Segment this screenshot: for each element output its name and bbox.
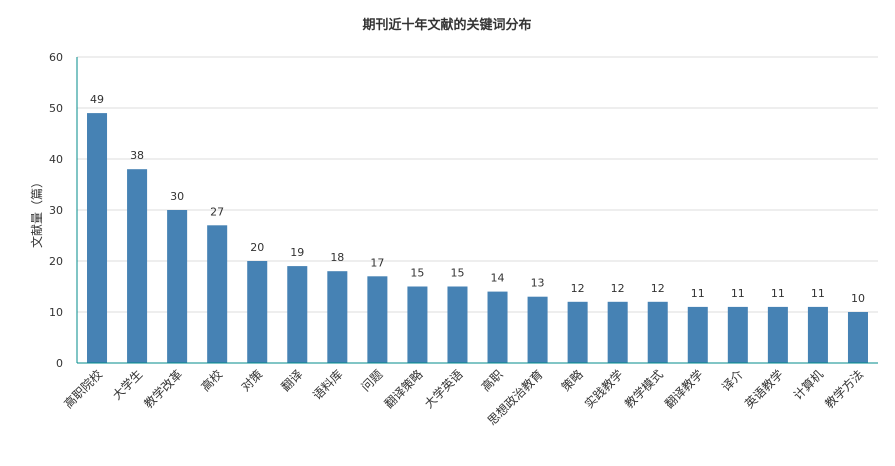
bar-value-label: 11 — [731, 287, 745, 300]
bar — [247, 261, 268, 363]
bar-value-label: 27 — [210, 205, 224, 218]
x-tick-label: 大学英语 — [421, 367, 466, 412]
bar-value-label: 15 — [450, 267, 464, 280]
x-tick-label: 教学模式 — [621, 367, 666, 412]
gridlines — [77, 56, 878, 313]
x-tick-label: 对策 — [238, 367, 265, 394]
bar — [127, 169, 148, 363]
bar-value-label: 17 — [370, 256, 384, 269]
bar — [647, 301, 668, 363]
x-tick-label: 翻译 — [279, 367, 306, 394]
y-tick-label: 60 — [49, 51, 63, 64]
bar — [327, 271, 348, 363]
bar — [767, 306, 788, 363]
bar-value-label: 20 — [250, 241, 264, 254]
bar — [687, 306, 708, 363]
bar-value-label: 14 — [491, 272, 505, 285]
y-tick-label: 30 — [49, 204, 63, 217]
bar — [447, 286, 468, 363]
bar-value-label: 11 — [691, 287, 705, 300]
y-tick-label: 50 — [49, 102, 63, 115]
bar-value-label: 30 — [170, 190, 184, 203]
bar — [567, 301, 588, 363]
bar-value-label: 11 — [771, 287, 785, 300]
bar — [727, 306, 748, 363]
y-tick-label: 20 — [49, 255, 63, 268]
bar-value-label: 38 — [130, 149, 144, 162]
bar — [287, 266, 308, 363]
x-tick-label: 译介 — [719, 367, 746, 394]
bar-value-label: 19 — [290, 246, 304, 259]
x-tick-label: 教学方法 — [822, 367, 867, 412]
x-tick-label: 问题 — [359, 367, 386, 394]
bar — [367, 276, 388, 363]
x-tick-label: 策略 — [558, 367, 586, 395]
bar — [167, 210, 188, 363]
y-tick-label: 40 — [49, 153, 63, 166]
bar-value-label: 10 — [851, 292, 865, 305]
x-tick-label: 高校 — [198, 367, 226, 395]
bar-value-label: 15 — [410, 267, 424, 280]
bar — [807, 306, 828, 363]
bar — [607, 301, 628, 363]
bar — [847, 312, 868, 363]
x-tick-label: 翻译策略 — [381, 367, 426, 412]
y-axis-label: 文献量（篇） — [29, 176, 44, 248]
bar-value-label: 12 — [571, 282, 585, 295]
x-tick-label: 计算机 — [790, 367, 826, 403]
bar — [207, 225, 228, 363]
bar — [87, 113, 108, 363]
bar-value-label: 13 — [531, 277, 545, 290]
value-labels: 49 38 30 27 20 19 18 17 15 15 14 13 12 12 12 11 11 11 11 10 — [90, 93, 865, 305]
x-tick-label: 英语教学 — [741, 367, 786, 412]
x-tick-label: 教学改革 — [141, 367, 186, 412]
x-tick-label: 语料库 — [309, 367, 345, 403]
y-tick-label: 10 — [49, 306, 63, 319]
x-tick-label: 实践教学 — [581, 367, 626, 412]
y-axis-ticks: 0 10 20 30 40 50 60 — [49, 51, 63, 370]
bar-value-label: 12 — [611, 282, 625, 295]
bar-value-label: 11 — [811, 287, 825, 300]
x-tick-label: 高职院校 — [61, 367, 106, 412]
bar-value-label: 49 — [90, 93, 104, 106]
bars — [87, 113, 868, 363]
x-tick-label: 翻译教学 — [661, 367, 706, 412]
bar — [487, 291, 508, 363]
bar-value-label: 18 — [330, 251, 344, 264]
bar — [407, 286, 428, 363]
x-tick-label: 高职 — [478, 367, 506, 395]
bar — [527, 296, 548, 363]
chart-title: 期刊近十年文献的关键词分布 — [362, 17, 531, 33]
y-tick-label: 0 — [56, 357, 63, 370]
x-tick-label: 大学生 — [109, 367, 145, 403]
bar-value-label: 12 — [651, 282, 665, 295]
